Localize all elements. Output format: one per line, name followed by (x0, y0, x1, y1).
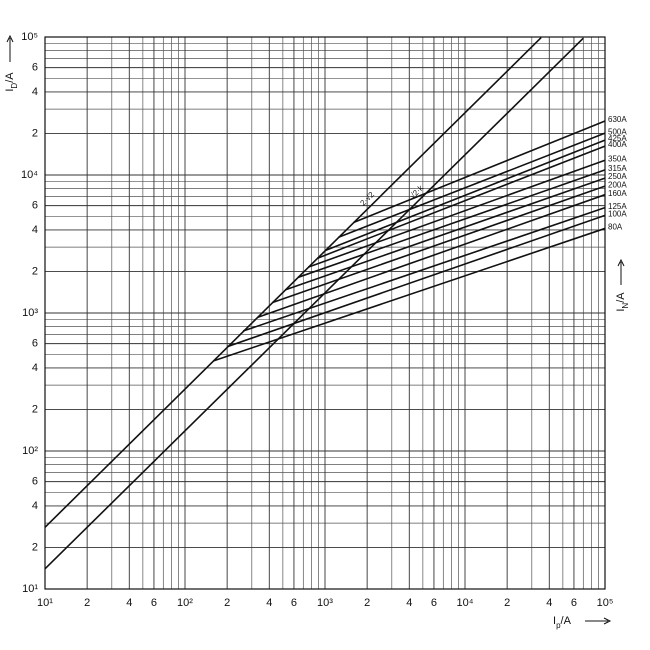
axis-label: IN/A (615, 292, 630, 312)
axis-label-main: I (4, 89, 16, 92)
series-label: 630A (608, 115, 627, 124)
x-tick-label: 10⁴ (457, 597, 474, 609)
x-tick-label: 6 (151, 597, 157, 609)
x-tick-label: 6 (431, 597, 437, 609)
axis-label-sub: N (621, 303, 630, 309)
x-tick-label: 4 (266, 597, 272, 609)
y-tick-label: 6 (32, 476, 38, 488)
y-tick-label: 6 (32, 338, 38, 350)
series-label: 160A (608, 189, 627, 198)
fuse-curve (353, 120, 606, 224)
y-tick-label: 2 (32, 541, 38, 553)
y-tick-label: 10⁵ (21, 31, 38, 43)
reference-line (44, 37, 584, 570)
fuse-curve (284, 177, 606, 291)
fuse-curve (213, 227, 606, 362)
y-tick-label: 10² (22, 445, 38, 457)
fuse-curve (242, 206, 606, 332)
x-tick-label: 2 (504, 597, 510, 609)
y-tick-label: 4 (32, 500, 38, 512)
x-tick-label: 6 (571, 597, 577, 609)
y-tick-label: 10³ (22, 307, 38, 319)
series-label: 200A (608, 180, 627, 189)
y-tick-label: 4 (32, 224, 38, 236)
y-tick-label: 6 (32, 200, 38, 212)
y-tick-label: 4 (32, 362, 38, 374)
fuse-curve (257, 193, 606, 319)
line-label: 2·√2 (358, 190, 376, 208)
axis-label-sub: p (556, 621, 561, 630)
arrows (6, 34, 625, 625)
reference-line (44, 37, 542, 528)
y-tick-label: 4 (32, 86, 38, 98)
series-label: 80A (608, 223, 623, 232)
series-label: 500A (608, 127, 627, 136)
x-tick-label: 4 (126, 597, 132, 609)
fuse-curve (297, 169, 606, 279)
series-label: 250A (608, 172, 627, 181)
axis-label-sub: D (10, 83, 19, 89)
series-label: 400A (608, 140, 627, 149)
axis-label-main: I (615, 309, 627, 312)
y-tick-label: 2 (32, 403, 38, 415)
x-tick-label: 4 (546, 597, 552, 609)
axis-label-unit: /A (561, 615, 572, 627)
x-tick-label: 4 (406, 597, 412, 609)
fuse-curve (316, 145, 606, 260)
y-tick-label: 6 (32, 62, 38, 74)
fuse-curve (324, 139, 606, 252)
series-label: 315A (608, 164, 627, 173)
x-tick-label: 10⁵ (597, 597, 614, 609)
axis-label-unit: /A (4, 72, 16, 83)
series-label: 125A (608, 202, 627, 211)
axis-label-unit: /A (615, 292, 627, 303)
fuse-curve (226, 214, 606, 348)
axis-label-main: I (553, 615, 556, 627)
y-tick-label: 10¹ (22, 583, 38, 595)
y-tick-label: 2 (32, 127, 38, 139)
x-tick-label: 6 (291, 597, 297, 609)
y-tick-label: 2 (32, 265, 38, 277)
x-tick-label: 2 (364, 597, 370, 609)
series-label: 425A (608, 134, 627, 143)
axis-label: Ip/A (553, 615, 572, 630)
fuse-curve (338, 132, 606, 238)
x-tick-label: 2 (224, 597, 230, 609)
line-label: √2·k (408, 183, 426, 201)
axis-label: ID/A (4, 72, 19, 92)
fuse-curve (308, 159, 606, 268)
series-label: 350A (608, 154, 627, 163)
x-tick-label: 10³ (317, 597, 333, 609)
plot-frame (44, 36, 606, 590)
x-tick-label: 10¹ (37, 597, 53, 609)
x-tick-label: 2 (84, 597, 90, 609)
fuse-curve (271, 185, 606, 304)
x-tick-label: 10² (177, 597, 193, 609)
y-tick-label: 10⁴ (21, 169, 38, 181)
series-label: 100A (608, 209, 627, 218)
